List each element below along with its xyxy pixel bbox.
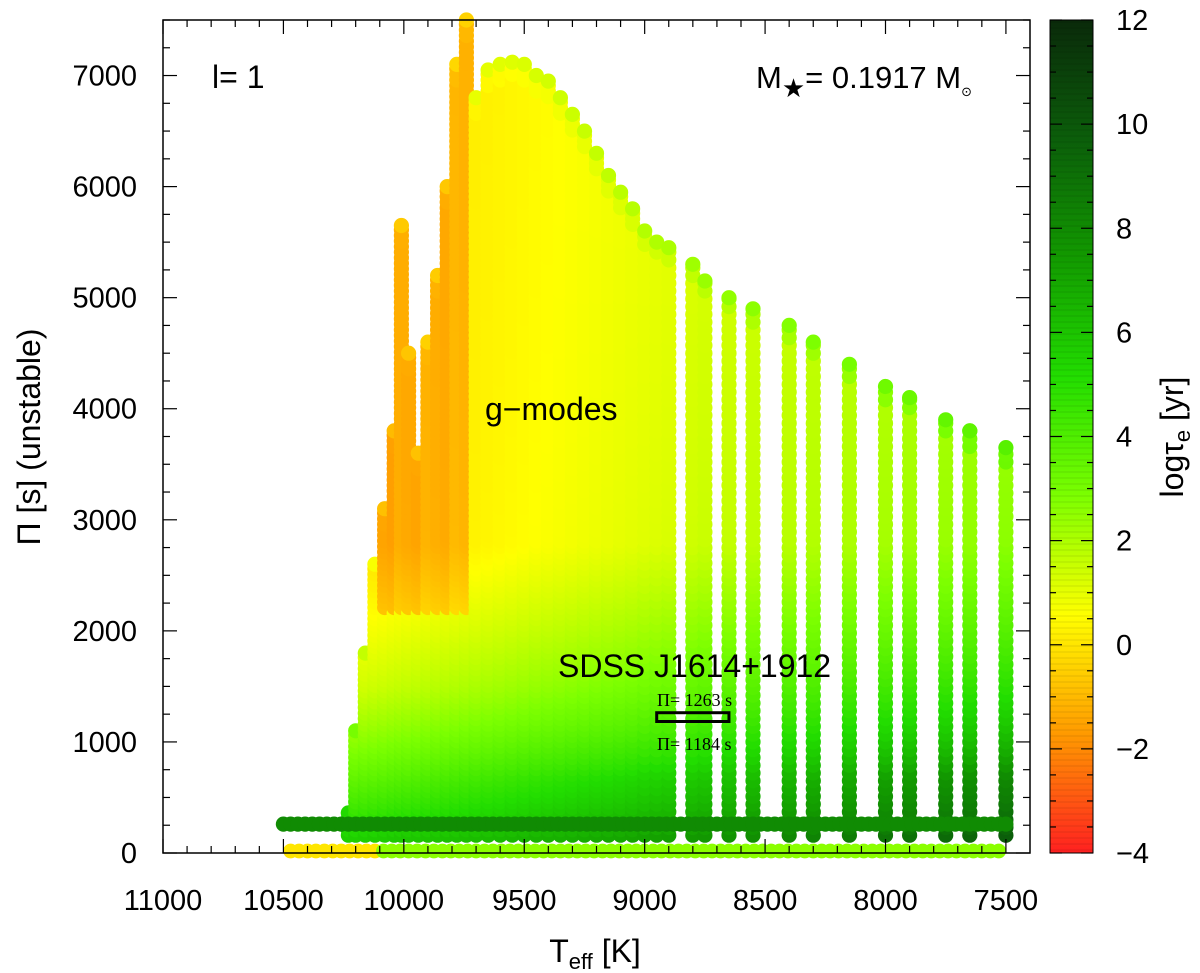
y-tick-label: 4000 <box>72 394 137 426</box>
mode-point <box>492 56 508 72</box>
y-tick-label: 2000 <box>72 616 137 648</box>
x-tick-label: 7500 <box>974 885 1039 917</box>
mode-point <box>504 54 520 70</box>
colorbar-tick-label: 10 <box>1116 109 1148 141</box>
x-axis-ticks: 11000 10500 10000 9500 9000 8500 8000 7500 <box>124 20 1038 917</box>
mode-point <box>998 816 1014 832</box>
scatter-points <box>275 12 1014 859</box>
stellar-mass-label: M★= 0.1917 M⊙ <box>756 60 972 103</box>
x-axis-title-sub: eff <box>569 949 594 973</box>
y-tick-label: 0 <box>121 838 137 870</box>
x-tick-label: 9000 <box>612 885 677 917</box>
mode-point <box>468 90 484 106</box>
mode-point <box>401 345 417 361</box>
degree-label: l= 1 <box>212 59 264 95</box>
colorbar-title-unit: [yr] <box>1154 377 1190 430</box>
x-tick-label: 10500 <box>243 885 324 917</box>
colorbar-tick-label: 8 <box>1116 213 1132 245</box>
x-tick-label: 11000 <box>124 885 203 917</box>
period-upper-label: Π= 1263 s <box>657 690 732 710</box>
mode-point <box>991 843 1007 859</box>
colorbar-ticks: −4 −2 0 2 4 6 8 10 12 <box>1050 5 1149 870</box>
y-tick-label: 5000 <box>72 283 137 315</box>
star-icon: ★ <box>782 73 805 103</box>
y-tick-label: 6000 <box>72 172 137 204</box>
mode-point <box>516 56 532 72</box>
mode-point <box>661 240 677 256</box>
colorbar-stripes <box>1050 21 1093 851</box>
mode-point <box>588 145 605 161</box>
mode-point <box>721 290 737 306</box>
observed-period-box <box>655 711 731 723</box>
region-label: g−modes <box>485 391 618 427</box>
mode-point <box>552 90 569 106</box>
mass-value: = 0.1917 M <box>805 60 961 95</box>
x-tick-label: 8500 <box>733 885 798 917</box>
colorbar-tick-label: 12 <box>1116 5 1148 37</box>
mode-point <box>625 201 641 217</box>
colorbar-tick-label: 2 <box>1116 526 1132 558</box>
mode-point <box>697 273 713 289</box>
mode-point <box>841 356 858 372</box>
object-label: SDSS J1614+1912 <box>558 648 831 684</box>
mode-point <box>998 440 1014 456</box>
mode-point <box>480 62 496 78</box>
mode-point <box>938 412 954 428</box>
mode-point <box>805 334 821 350</box>
mass-symbol: M <box>756 60 782 95</box>
mode-point <box>902 390 918 406</box>
colorbar-tick-label: 4 <box>1116 422 1132 454</box>
y-axis-title: Π [s] (unstable) <box>11 329 47 546</box>
x-axis-title: Teff [K] <box>549 933 641 973</box>
mode-point <box>528 67 544 84</box>
mode-point <box>564 106 581 122</box>
mode-point <box>613 184 629 200</box>
y-tick-label: 1000 <box>72 727 137 759</box>
period-lower-label: Π= 1184 s <box>657 734 732 754</box>
x-tick-label: 10000 <box>364 885 445 917</box>
x-axis-title-unit: [K] <box>593 933 641 969</box>
mode-point <box>600 167 617 184</box>
mode-point <box>393 217 409 234</box>
sun-icon: ⊙ <box>961 84 972 99</box>
colorbar-title-base: logτ <box>1154 442 1190 498</box>
colorbar-tick-label: −2 <box>1116 734 1149 766</box>
mode-point <box>877 378 894 395</box>
colorbar-tick-label: 0 <box>1116 630 1132 662</box>
mode-point <box>781 317 797 333</box>
mode-point <box>649 234 665 250</box>
x-tick-label: 8000 <box>853 885 918 917</box>
colorbar-title: logτe [yr] <box>1154 377 1195 498</box>
colorbar-tick-label: 6 <box>1116 317 1132 349</box>
x-axis-title-base: T <box>549 933 569 969</box>
colorbar-tick-label: −4 <box>1116 838 1149 870</box>
mode-point <box>637 223 653 239</box>
mode-point <box>685 256 701 272</box>
y-axis-ticks: 0 1000 2000 3000 4000 5000 6000 7000 <box>72 19 1030 870</box>
mode-point <box>745 301 761 317</box>
y-tick-label: 7000 <box>72 61 137 93</box>
mode-point <box>962 423 978 439</box>
mode-point <box>576 123 593 139</box>
x-tick-label: 9500 <box>492 885 557 917</box>
y-tick-label: 3000 <box>72 505 137 537</box>
mode-point <box>540 73 556 89</box>
colorbar-title-sub: e <box>1170 430 1195 442</box>
